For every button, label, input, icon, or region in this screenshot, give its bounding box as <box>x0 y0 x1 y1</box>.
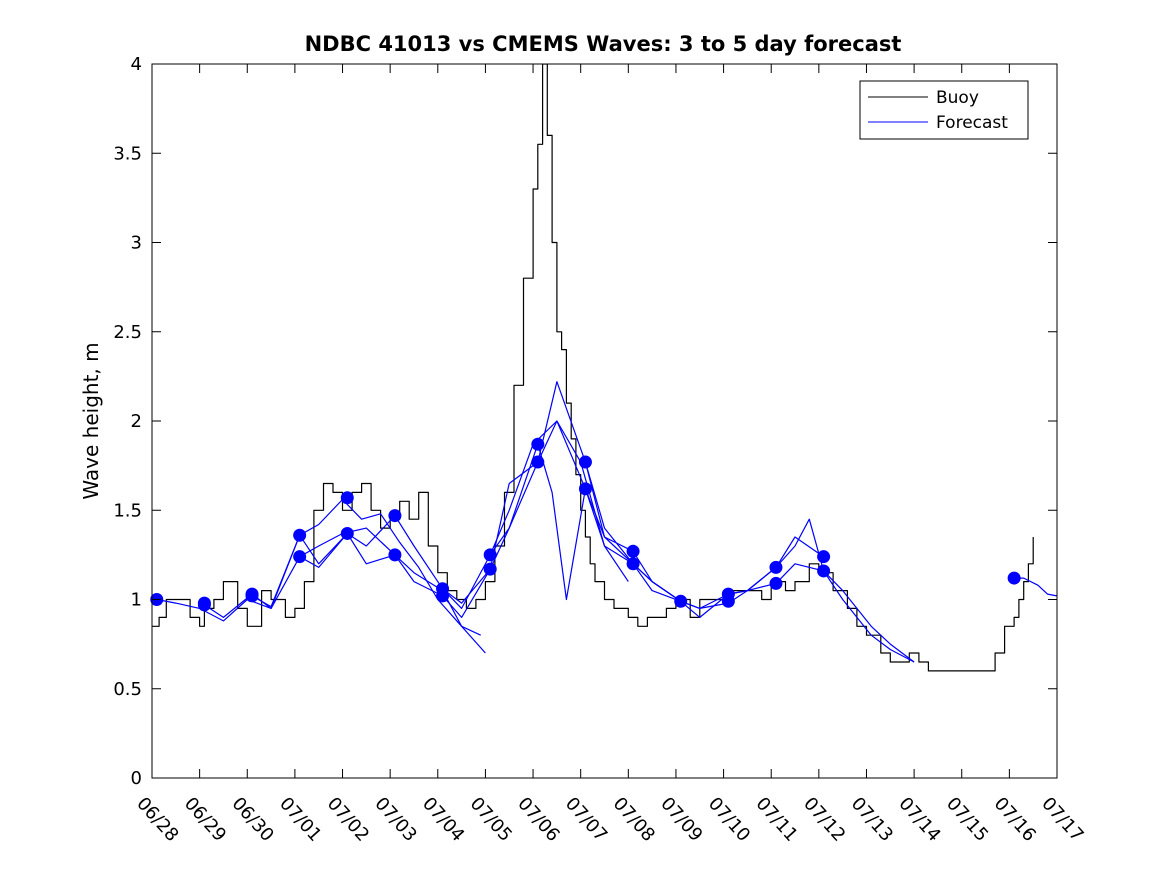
forecast-marker <box>388 509 402 523</box>
y-tick-label: 3 <box>131 233 142 254</box>
plot-area <box>150 64 1057 672</box>
y-tick-label: 0 <box>131 768 142 789</box>
legend: Buoy Forecast <box>859 80 1029 140</box>
forecast-marker <box>531 437 545 451</box>
forecast-marker <box>674 594 688 608</box>
forecast-marker <box>817 564 831 578</box>
forecast-marker <box>245 587 259 601</box>
forecast-marker <box>436 589 450 603</box>
y-tick-label: 3.5 <box>113 143 142 164</box>
forecast-marker <box>531 455 545 469</box>
y-tick-label: 4 <box>131 54 142 75</box>
buoy-series-line <box>152 64 1034 672</box>
forecast-marker <box>483 562 497 576</box>
y-tick-label: 2.5 <box>113 322 142 343</box>
forecast-marker <box>578 482 592 496</box>
forecast-marker <box>293 528 307 542</box>
forecast-marker <box>769 560 783 574</box>
y-tick-label: 1 <box>131 590 142 611</box>
legend-box <box>859 80 1029 140</box>
forecast-marker <box>769 576 783 590</box>
y-tick-label: 1.5 <box>113 500 142 521</box>
forecast-marker <box>197 596 211 610</box>
chart-title: NDBC 41013 vs CMEMS Waves: 3 to 5 day fo… <box>305 32 902 56</box>
y-tick-label: 0.5 <box>113 679 142 700</box>
forecast-marker <box>578 455 592 469</box>
legend-forecast-label: Forecast <box>936 113 1008 133</box>
forecast-marker <box>388 548 402 562</box>
forecast-marker <box>340 526 354 540</box>
forecast-marker <box>626 544 640 558</box>
forecast-marker <box>483 548 497 562</box>
forecast-marker <box>817 550 831 564</box>
forecast-series-line-7 <box>584 461 915 663</box>
forecast-marker <box>293 550 307 564</box>
legend-buoy-label: Buoy <box>936 88 979 108</box>
y-axis-label: Wave height, m <box>79 342 103 499</box>
forecast-marker <box>626 557 640 571</box>
forecast-marker <box>1007 571 1021 585</box>
forecast-series-line-1 <box>156 498 486 654</box>
forecast-marker <box>721 594 735 608</box>
y-tick-label: 2 <box>131 411 142 432</box>
forecast-marker <box>340 491 354 505</box>
